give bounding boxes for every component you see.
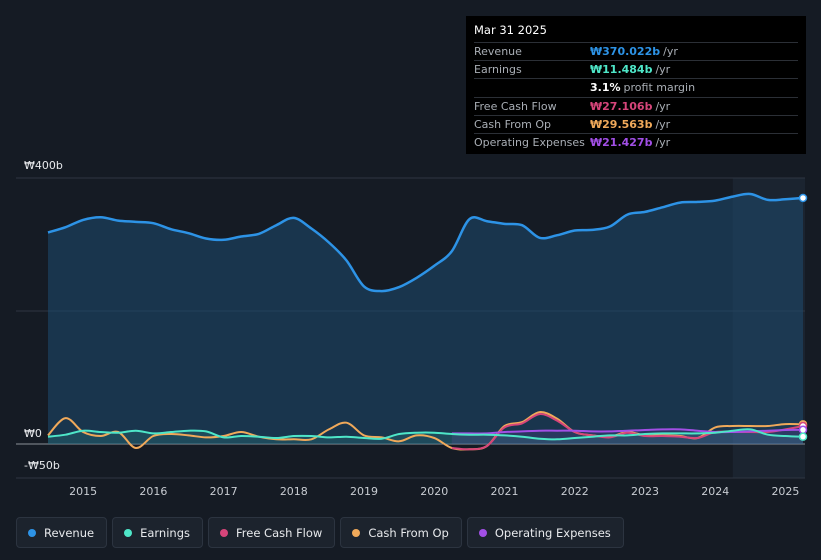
tooltip-row-label: Revenue: [474, 45, 522, 59]
x-tick-label: 2015: [69, 485, 97, 498]
legend-dot-icon: [220, 528, 228, 537]
tooltip-row-value: ₩11.484b: [590, 63, 653, 77]
legend-dot-icon: [478, 528, 487, 537]
y-tick-label-top: ₩400b: [24, 159, 63, 172]
x-tick-label: 2022: [561, 485, 589, 498]
series-line-operating-expenses: [451, 428, 804, 435]
legend-item-revenue[interactable]: Revenue: [16, 517, 108, 548]
tooltip-row-unit: /yr: [655, 99, 671, 113]
tooltip-row-unit: profit margin: [623, 81, 696, 95]
tooltip-row: Revenue ₩370.022b/yr: [474, 42, 798, 60]
legend-item-earnings[interactable]: Earnings: [112, 517, 203, 548]
tooltip-row-unit: /yr: [655, 117, 671, 131]
tooltip-row-value: ₩370.022b: [590, 45, 661, 59]
x-tick-label: 2025: [771, 485, 799, 498]
tooltip-row-label: Cash From Op: [474, 117, 552, 131]
tooltip-row-unit: /yr: [655, 136, 671, 150]
x-tick-label: 2023: [631, 485, 659, 498]
legend-label: Free Cash Flow: [236, 525, 323, 540]
tooltip-row-value: ₩21.427b: [590, 136, 653, 150]
legend-item-operating-expenses[interactable]: Operating Expenses: [466, 517, 624, 548]
tooltip-row: 3.1% profit margin: [474, 78, 798, 96]
legend-item-free-cash-flow[interactable]: Free Cash Flow: [208, 517, 336, 548]
x-tick-label: 2021: [491, 485, 519, 498]
tooltip-row-unit: /yr: [655, 63, 671, 77]
legend-label: Earnings: [140, 525, 190, 540]
series-end-point: [798, 193, 808, 203]
tooltip-row-value: 3.1%: [590, 81, 621, 95]
y-tick-label-zero: ₩0: [24, 427, 42, 440]
legend-label: Operating Expenses: [494, 525, 611, 540]
legend-dot-icon: [352, 528, 361, 537]
tooltip-row-label: Operating Expenses: [474, 136, 585, 150]
tooltip-row: Earnings ₩11.484b/yr: [474, 60, 798, 78]
x-tick-label: 2018: [280, 485, 308, 498]
legend-dot-icon: [124, 528, 133, 537]
x-tick-label: 2019: [350, 485, 378, 498]
legend-item-cash-from-op[interactable]: Cash From Op: [340, 517, 462, 548]
tooltip-row: Cash From Op ₩29.563b/yr: [474, 114, 798, 133]
x-tick-label: 2020: [420, 485, 448, 498]
x-tick-label: 2024: [701, 485, 729, 498]
series-line-revenue: [47, 192, 804, 293]
series-end-point: [798, 425, 808, 435]
tooltip-row: Operating Expenses ₩21.427b/yr: [474, 132, 798, 151]
y-tick-label-bottom: -₩50b: [24, 459, 60, 472]
series-end-point: [798, 432, 808, 441]
x-tick-label: 2016: [139, 485, 167, 498]
tooltip-row-value: ₩27.106b: [590, 99, 653, 113]
tooltip-row-unit: /yr: [663, 45, 678, 59]
tooltip-row-label: Free Cash Flow: [474, 99, 557, 113]
x-tick-label: 2017: [210, 485, 238, 498]
legend-dot-icon: [28, 528, 36, 537]
legend-label: Cash From Op: [368, 525, 449, 540]
tooltip-panel: Mar 31 2025 Revenue ₩370.022b/yr Earnings ₩…: [466, 16, 806, 154]
legend: Revenue Earnings Free Cash Flow Cash From O…: [16, 517, 624, 548]
revenue-area: [48, 193, 803, 444]
legend-label: Revenue: [44, 525, 95, 540]
tooltip-row-label: Earnings: [474, 63, 522, 77]
tooltip-row-value: ₩29.563b: [590, 117, 653, 131]
tooltip-row: Free Cash Flow ₩27.106b/yr: [474, 96, 798, 115]
tooltip-date: Mar 31 2025: [474, 23, 547, 37]
series-line-earnings: [47, 428, 804, 441]
